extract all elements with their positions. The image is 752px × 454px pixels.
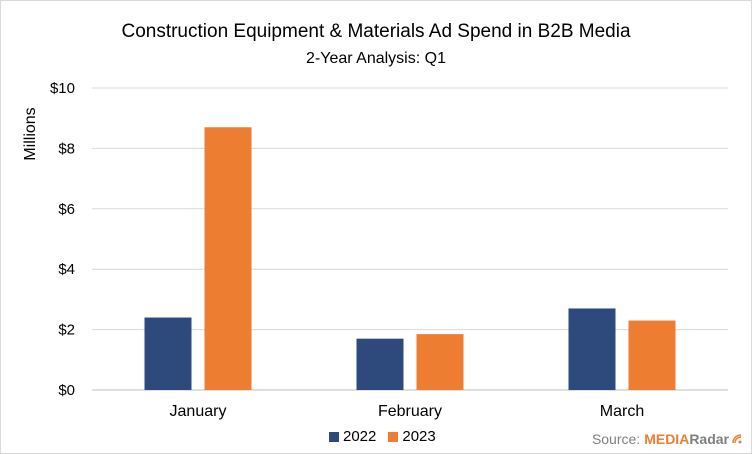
source-prefix: Source: — [591, 431, 641, 447]
source-credit: Source: MEDIA Radar — [592, 431, 743, 447]
bar-2023-january — [204, 127, 252, 390]
bar-2023-march — [628, 320, 676, 390]
legend-item: 2022 — [329, 428, 376, 445]
bar-2022-january — [144, 317, 192, 390]
legend-item: 2023 — [388, 428, 436, 445]
y-tick-label: $10 — [50, 80, 75, 97]
y-tick-label: $2 — [58, 322, 75, 339]
x-tick-label: March — [600, 403, 644, 420]
gridlines — [92, 87, 728, 391]
bar-2023-february — [416, 334, 464, 390]
y-tick-label: $6 — [58, 201, 75, 218]
y-tick-label: $4 — [58, 261, 75, 278]
bar-2022-february — [356, 338, 404, 390]
x-tick-label: February — [378, 403, 442, 420]
radar-icon — [732, 434, 742, 444]
bar-2022-march — [568, 308, 616, 390]
legend-swatch — [329, 431, 339, 442]
y-tick-label: $0 — [58, 382, 75, 399]
legend-label: 2022 — [343, 428, 377, 445]
bars — [144, 127, 676, 390]
legend: 2022 2023 — [329, 428, 448, 445]
y-tick-label: $8 — [58, 140, 75, 157]
x-axis-ticks: January February March — [170, 403, 645, 420]
y-axis-label: Millions — [22, 107, 39, 160]
y-axis-ticks: $0 $2 $4 $6 $8 $10 — [50, 80, 75, 399]
brand-media: MEDIA — [644, 431, 690, 447]
legend-label: 2023 — [402, 428, 436, 445]
x-tick-label: January — [170, 403, 227, 420]
chart-title: Construction Equipment & Materials Ad Sp… — [121, 21, 631, 42]
brand-radar: Radar — [689, 431, 729, 447]
legend-swatch — [388, 431, 399, 442]
chart-subtitle: 2-Year Analysis: Q1 — [306, 50, 446, 67]
